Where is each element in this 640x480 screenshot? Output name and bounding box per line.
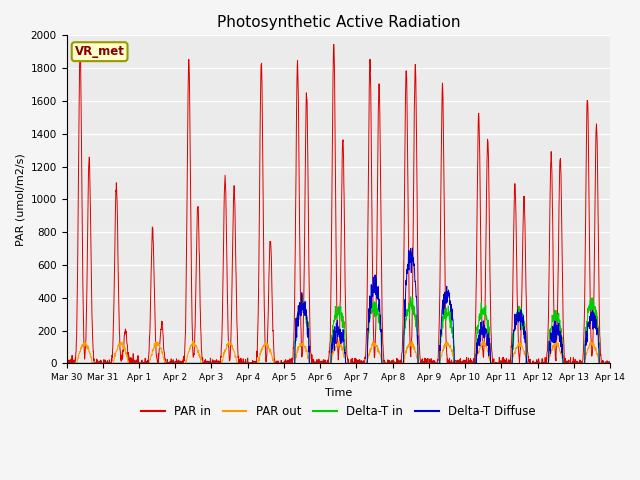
PAR in	[496, 360, 504, 365]
PAR in	[214, 358, 222, 363]
PAR out	[63, 360, 70, 366]
PAR in	[558, 243, 566, 249]
Title: Photosynthetic Active Radiation: Photosynthetic Active Radiation	[216, 15, 460, 30]
Delta-T in	[558, 334, 566, 340]
Line: Delta-T in: Delta-T in	[67, 295, 610, 363]
PAR out	[496, 360, 504, 366]
Delta-T Diffuse	[573, 360, 581, 366]
PAR out	[354, 360, 362, 366]
Line: Delta-T Diffuse: Delta-T Diffuse	[67, 248, 610, 363]
Delta-T Diffuse	[365, 307, 373, 313]
PAR in	[366, 67, 374, 72]
PAR out	[214, 360, 222, 366]
PAR out	[558, 353, 566, 359]
PAR in	[63, 360, 70, 366]
Delta-T in	[354, 360, 362, 366]
Line: PAR out: PAR out	[67, 341, 610, 363]
Delta-T Diffuse	[606, 360, 614, 366]
PAR out	[408, 338, 416, 344]
Delta-T Diffuse	[63, 360, 70, 366]
X-axis label: Time: Time	[324, 388, 352, 397]
Delta-T in	[214, 360, 222, 366]
PAR out	[573, 360, 581, 366]
PAR in	[330, 42, 338, 48]
PAR in	[573, 360, 581, 366]
Delta-T in	[496, 360, 504, 366]
Delta-T Diffuse	[558, 350, 566, 356]
PAR in	[606, 360, 614, 366]
PAR out	[365, 352, 373, 358]
Line: PAR in: PAR in	[67, 45, 610, 363]
PAR in	[354, 358, 362, 363]
Delta-T in	[299, 292, 307, 298]
Delta-T in	[366, 318, 374, 324]
Delta-T Diffuse	[354, 360, 362, 366]
Delta-T in	[573, 360, 581, 366]
Delta-T in	[63, 360, 70, 366]
Legend: PAR in, PAR out, Delta-T in, Delta-T Diffuse: PAR in, PAR out, Delta-T in, Delta-T Dif…	[136, 401, 540, 423]
Delta-T Diffuse	[496, 360, 504, 366]
Y-axis label: PAR (umol/m2/s): PAR (umol/m2/s)	[15, 153, 25, 246]
Text: VR_met: VR_met	[75, 45, 125, 58]
PAR out	[606, 360, 614, 366]
Delta-T in	[606, 360, 614, 366]
Delta-T Diffuse	[214, 360, 222, 366]
Delta-T Diffuse	[408, 245, 416, 251]
